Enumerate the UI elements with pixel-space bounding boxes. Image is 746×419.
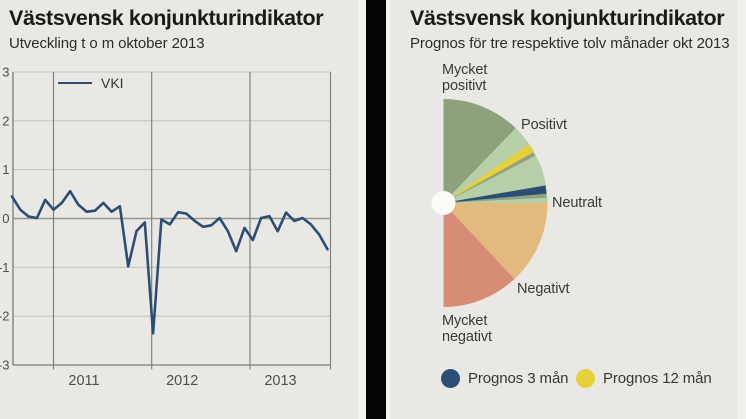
x-tick-label: 2011 (68, 373, 99, 389)
y-tick-label: 3 (2, 65, 9, 80)
gauge-label-neutralt: Neutralt (552, 195, 602, 211)
gauge-label-negativt: Negativt (517, 281, 570, 297)
right-panel-subtitle: Prognos för tre respektive tolv månader … (410, 35, 730, 52)
needle-prognos-3-man (443, 185, 547, 203)
y-tick-label: 1 (2, 162, 9, 177)
vki-legend-label: VKI (101, 75, 124, 91)
right-edge-strip (737, 0, 746, 419)
gauge-segment-positivt-range (443, 128, 548, 203)
legend-label-prognos-12man: Prognos 12 mån (603, 370, 712, 387)
prognos-gauge-chart (431, 99, 548, 307)
vki-trend-panel: Västsvensk konjunkturindikator Utvecklin… (0, 0, 358, 419)
y-tick-label: -1 (0, 260, 10, 275)
left-panel-subtitle: Utveckling t o m oktober 2013 (9, 35, 205, 52)
gauge-segment-mycket-positivt-range (443, 99, 516, 203)
y-tick-label: 0 (2, 211, 9, 226)
y-tick-label: -2 (0, 309, 10, 324)
legend-item-prognos-3man: Prognos 3 mån (441, 369, 569, 388)
gauge-label-positivt: Positivt (521, 117, 567, 133)
gauge-label-mycket-positivt: Mycket positivt (442, 62, 488, 94)
gauge-segment-neutralt-range (443, 203, 548, 280)
gauge-label-mycket-negativt: Mycket negativt (442, 313, 492, 345)
vki-legend-line-swatch (58, 82, 92, 84)
prognos-3man-dot-icon (441, 369, 460, 388)
divider-white-right (386, 0, 390, 419)
y-tick-label: 2 (2, 113, 9, 128)
y-tick-label: -3 (0, 358, 10, 373)
x-tick-label: 2012 (166, 373, 198, 389)
vki-line-chart: 3 2 1 0 -1 -2 -3 2011 2012 2013 (0, 65, 332, 389)
vki-data-line (10, 189, 329, 335)
legend-label-prognos-3man: Prognos 3 mån (468, 370, 569, 387)
gauge-hub (431, 191, 456, 215)
right-panel-title: Västsvensk konjunkturindikator (410, 6, 725, 30)
left-panel-title: Västsvensk konjunkturindikator (9, 6, 324, 30)
x-tick-label: 2013 (264, 373, 296, 389)
legend-item-prognos-12man: Prognos 12 mån (576, 369, 712, 388)
prognos-12man-dot-icon (576, 369, 595, 388)
needle-prognos-12-man (443, 144, 534, 203)
divider-white-left (358, 0, 366, 419)
divider-black-bar (366, 0, 386, 419)
prognos-gauge-panel: Västsvensk konjunkturindikator Prognos f… (390, 0, 737, 419)
gauge-segment-negativt-range (443, 203, 515, 307)
vki-legend: VKI (58, 75, 124, 91)
